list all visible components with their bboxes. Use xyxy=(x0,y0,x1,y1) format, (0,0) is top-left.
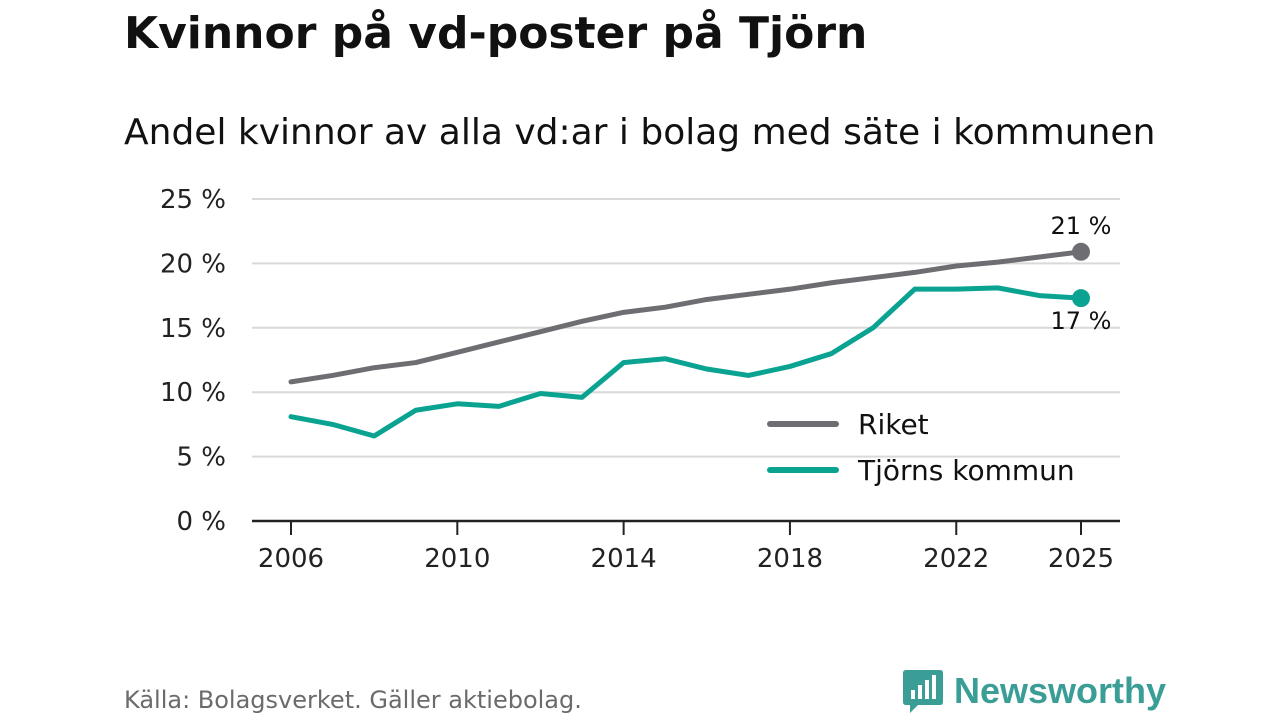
tjorn-line-end-point xyxy=(1072,289,1090,308)
x-tick-label: 2006 xyxy=(258,544,324,574)
riket-line xyxy=(288,249,1084,385)
y-tick-label: 0 % xyxy=(176,507,226,537)
source-note: Källa: Bolagsverket. Gäller aktiebolag. xyxy=(124,686,582,714)
riket-line-end-label: 21 % xyxy=(1051,212,1112,240)
brand-logo: Newsworthy xyxy=(902,668,1166,714)
tjorn-line xyxy=(288,285,1084,439)
y-tick-label: 15 % xyxy=(160,314,226,344)
legend-label-riket: Riket xyxy=(858,408,929,441)
chart-subtitle: Andel kvinnor av alla vd:ar i bolag med … xyxy=(124,112,1156,153)
brand-name: Newsworthy xyxy=(954,670,1167,711)
tjorn-line-end-label: 17 % xyxy=(1051,307,1112,335)
riket-line-end-point xyxy=(1072,242,1090,261)
x-tick-label: 2022 xyxy=(923,544,989,574)
x-tick-label: 2025 xyxy=(1048,544,1114,574)
y-tick-label: 20 % xyxy=(160,249,226,279)
x-tick-label: 2010 xyxy=(424,544,490,574)
y-tick-label: 10 % xyxy=(160,378,226,408)
x-tick-label: 2018 xyxy=(757,544,823,574)
y-tick-label: 5 % xyxy=(176,443,226,473)
legend-label-tjorn: Tjörns kommun xyxy=(857,454,1075,487)
x-tick-label: 2014 xyxy=(591,544,657,574)
y-tick-label: 25 % xyxy=(160,185,226,215)
newsworthy-logo-icon xyxy=(903,670,943,713)
chart-title: Kvinnor på vd-poster på Tjörn xyxy=(124,8,868,59)
